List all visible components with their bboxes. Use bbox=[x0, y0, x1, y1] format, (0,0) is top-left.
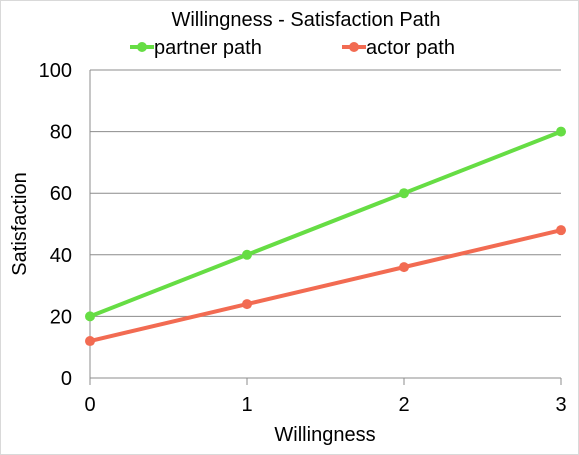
x-tick-label: 3 bbox=[555, 394, 566, 416]
legend-label-partner-path: partner path bbox=[154, 37, 262, 59]
y-tick-label: 80 bbox=[50, 122, 72, 144]
data-point-partner-path bbox=[399, 188, 409, 199]
y-tick-label: 100 bbox=[39, 60, 72, 82]
data-point-actor-path bbox=[399, 262, 409, 273]
legend-marker-partner-path bbox=[137, 42, 147, 52]
series-group bbox=[85, 126, 566, 347]
y-tick-label: 20 bbox=[50, 306, 72, 328]
y-tick-label: 40 bbox=[50, 245, 72, 267]
y-tick-label: 60 bbox=[50, 183, 72, 205]
legend: partner path actor path bbox=[130, 37, 455, 59]
data-point-actor-path bbox=[85, 336, 95, 347]
data-point-actor-path bbox=[242, 299, 252, 310]
data-point-partner-path bbox=[556, 126, 566, 137]
x-tick-label: 2 bbox=[398, 394, 409, 416]
axes bbox=[89, 70, 562, 385]
x-tick-label: 0 bbox=[84, 394, 95, 416]
series-line-partner-path bbox=[88, 129, 563, 319]
legend-marker-actor-path bbox=[349, 42, 359, 52]
chart-title: Willingness - Satisfaction Path bbox=[171, 9, 440, 31]
x-tick-label: 1 bbox=[241, 394, 252, 416]
gridlines bbox=[90, 69, 561, 317]
x-axis-label: Willingness bbox=[274, 424, 375, 446]
data-point-partner-path bbox=[85, 311, 95, 322]
data-point-partner-path bbox=[242, 249, 252, 260]
data-point-actor-path bbox=[556, 225, 566, 236]
series-line-actor-path bbox=[88, 228, 563, 344]
legend-label-actor-path: actor path bbox=[366, 37, 455, 59]
tick-labels: 0 20 40 60 80 100 0 1 2 3 bbox=[39, 60, 567, 416]
y-tick-label: 0 bbox=[61, 368, 72, 390]
y-axis-label: Satisfaction bbox=[9, 172, 31, 275]
